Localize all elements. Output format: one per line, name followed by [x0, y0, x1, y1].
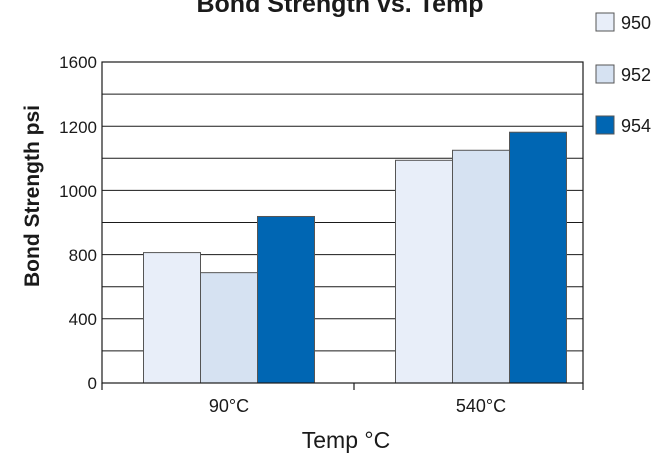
x-tick-label: 540°C: [456, 396, 506, 416]
y-tick-label: 400: [69, 310, 97, 329]
bar-950-1: [143, 252, 201, 384]
legend-label: 952: [621, 65, 651, 85]
legend: 950 952 954: [595, 12, 651, 136]
legend-item-952: 952: [595, 64, 651, 85]
legend-label: 950: [621, 13, 651, 33]
legend-swatch: [595, 64, 615, 84]
legend-item-950: 950: [595, 12, 651, 33]
bar-950-2: [395, 159, 453, 384]
chart-title: Bond Strength vs. Temp: [196, 0, 483, 18]
axes: [101, 61, 584, 390]
y-tick-label: 0: [88, 374, 97, 393]
legend-label: 954: [621, 116, 651, 136]
x-tick-labels: 90°C 540°C: [209, 396, 506, 416]
y-axis-label: Bond Strength psi: [21, 105, 44, 287]
y-tick-labels: 0 400 800 1000 1200 1600: [59, 53, 97, 393]
legend-swatch: [595, 115, 615, 135]
legend-item-954: 954: [595, 115, 651, 136]
title-group: Bond Strength vs. Temp: [196, 0, 483, 18]
y-tick-label: 1000: [59, 182, 97, 201]
x-tick-label: 90°C: [209, 396, 249, 416]
legend-swatch: [595, 12, 615, 32]
bar-954-2: [509, 131, 567, 384]
plot-frame: [101, 61, 584, 384]
y-tick-label: 1200: [59, 118, 97, 137]
bar-954-1: [257, 215, 315, 384]
y-tick-label: 1600: [59, 53, 97, 72]
bars: [143, 131, 567, 384]
bar-952-2: [452, 149, 510, 384]
bar-952-1: [200, 272, 258, 384]
x-axis-label: Temp °C: [302, 427, 390, 453]
y-tick-label: 800: [69, 246, 97, 265]
